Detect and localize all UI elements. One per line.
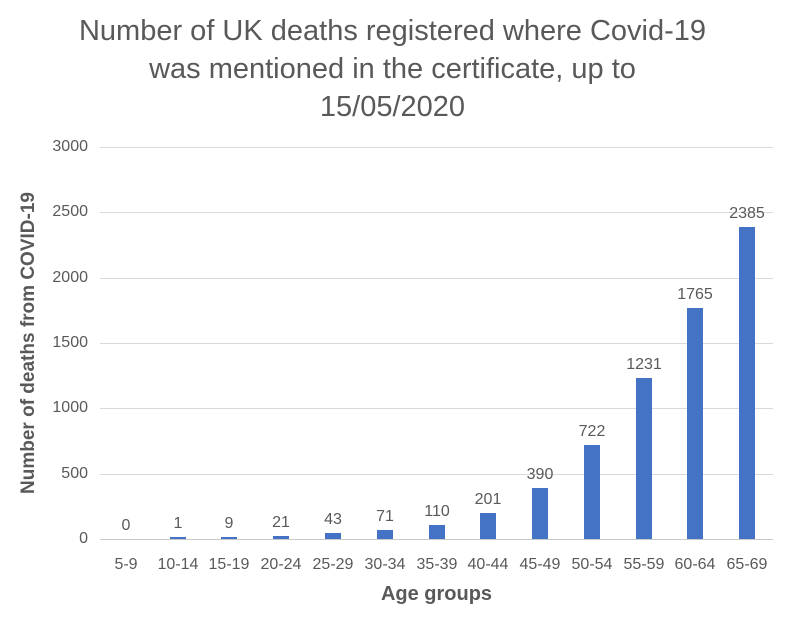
bar-value-label: 2385 xyxy=(729,205,765,222)
bar-value-label: 71 xyxy=(376,508,394,525)
bar xyxy=(377,530,393,539)
bar-value-label: 0 xyxy=(121,517,131,534)
bar xyxy=(221,537,237,539)
bar-value-label: 1765 xyxy=(677,286,713,303)
bar-value-label: 390 xyxy=(526,466,554,483)
chart-title-line-2: was mentioned in the certificate, up to xyxy=(149,53,636,85)
x-tick-label: 20-24 xyxy=(260,556,302,573)
bar xyxy=(687,308,703,539)
x-tick-label: 40-44 xyxy=(467,556,509,573)
bar-value-label: 9 xyxy=(224,515,234,532)
gridline xyxy=(100,408,773,409)
x-tick-label: 35-39 xyxy=(416,556,458,573)
bar xyxy=(170,537,186,539)
x-tick-label: 50-54 xyxy=(571,556,613,573)
bar-value-label: 21 xyxy=(272,514,290,531)
bar-value-label: 1231 xyxy=(626,356,662,373)
x-tick-label: 60-64 xyxy=(674,556,716,573)
gridline xyxy=(100,147,773,148)
x-tick-label: 65-69 xyxy=(726,556,768,573)
chart-title-line-1: Number of UK deaths registered where Cov… xyxy=(78,15,707,47)
gridline xyxy=(100,474,773,475)
chart-title: Number of UK deaths registered where Cov… xyxy=(0,12,785,126)
gridline xyxy=(100,212,773,213)
x-tick-label: 15-19 xyxy=(208,556,250,573)
x-tick-label: 30-34 xyxy=(364,556,406,573)
bar xyxy=(325,533,341,539)
x-tick-label: 25-29 xyxy=(312,556,354,573)
x-axis-line xyxy=(100,539,773,540)
y-tick-label: 2000 xyxy=(52,269,88,286)
y-tick-label: 0 xyxy=(79,530,88,547)
bar-value-label: 201 xyxy=(474,491,502,508)
y-tick-label: 1000 xyxy=(52,399,88,416)
gridline xyxy=(100,278,773,279)
x-tick-label: 45-49 xyxy=(519,556,561,573)
bar xyxy=(429,525,445,539)
chart-title-line-3: 15/05/2020 xyxy=(319,91,466,123)
y-tick-label: 3000 xyxy=(52,138,88,155)
y-tick-label: 2500 xyxy=(52,203,88,220)
x-tick-label: 10-14 xyxy=(157,556,199,573)
x-tick-label: 55-59 xyxy=(623,556,665,573)
y-tick-label: 1500 xyxy=(52,334,88,351)
gridline xyxy=(100,343,773,344)
bar-value-label: 43 xyxy=(324,511,342,528)
x-axis-title: Age groups xyxy=(380,583,493,605)
bar xyxy=(739,227,755,539)
bar xyxy=(636,378,652,539)
bar-value-label: 1 xyxy=(173,515,183,532)
bar-value-label: 722 xyxy=(578,423,606,440)
bar xyxy=(584,445,600,539)
bar xyxy=(480,513,496,539)
bar xyxy=(532,488,548,539)
y-tick-label: 500 xyxy=(61,465,88,482)
bar xyxy=(273,536,289,539)
plot-area xyxy=(100,147,773,540)
bar-value-label: 110 xyxy=(424,503,450,520)
x-tick-label: 5-9 xyxy=(114,556,138,573)
